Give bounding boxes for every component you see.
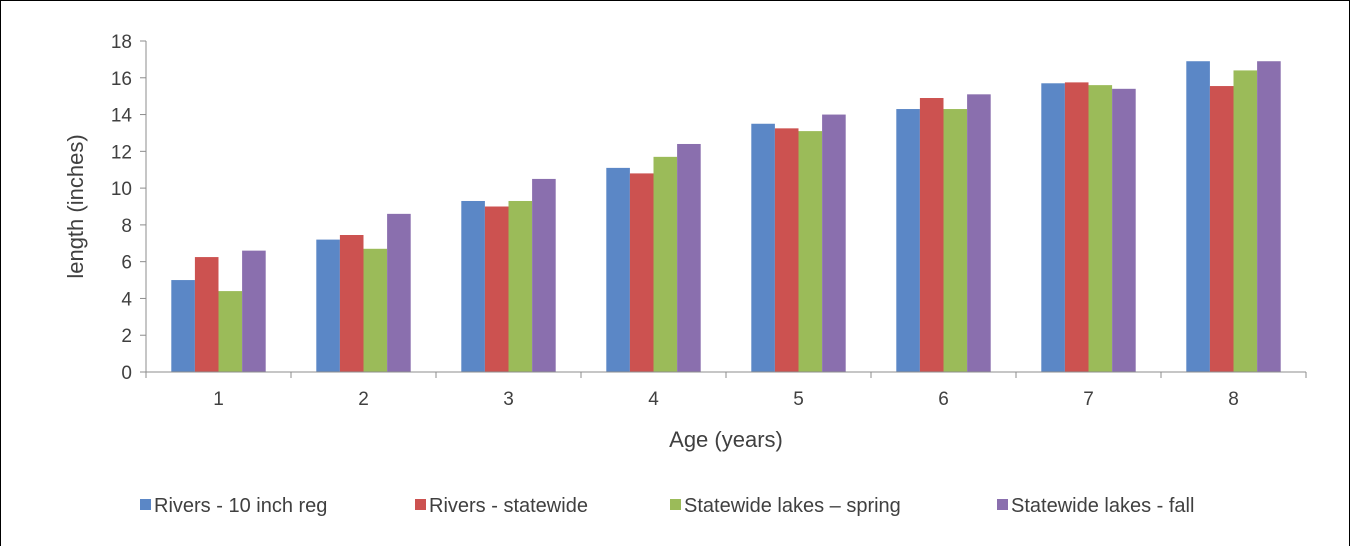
legend: Rivers - 10 inch reg Rivers - statewide St… <box>140 495 1194 517</box>
legend-label-statewide-lakes-fall: Statewide lakes - fall <box>1011 495 1194 517</box>
bar-statewide-lakes-fall-age-4 <box>677 143 701 372</box>
bar-statewide-lakes-spring-age-8 <box>1233 70 1258 373</box>
y-tick-label: 14 <box>111 106 133 127</box>
bar-rivers-10-inch-reg-age-5 <box>751 123 775 372</box>
bar-statewide-lakes-spring-age-3 <box>508 200 533 372</box>
x-tick-label: 8 <box>1228 389 1239 410</box>
bar-rivers-10-inch-reg-age-1 <box>171 280 195 372</box>
bar-statewide-lakes-fall-age-7 <box>1112 88 1136 372</box>
y-tick-label: 18 <box>111 32 132 53</box>
bar-rivers-statewide-age-1 <box>194 257 219 372</box>
bar-statewide-lakes-spring-age-7 <box>1088 85 1113 372</box>
bar-statewide-lakes-fall-age-5 <box>822 114 846 372</box>
bar-rivers-10-inch-reg-age-3 <box>461 200 485 372</box>
y-tick-label: 0 <box>121 363 132 384</box>
bar-statewide-lakes-fall-age-3 <box>532 178 556 372</box>
bar-statewide-lakes-spring-age-1 <box>218 291 243 372</box>
x-tick-label: 2 <box>358 389 369 410</box>
legend-label-statewide-lakes-spring: Statewide lakes – spring <box>684 495 901 517</box>
x-tick-label: 3 <box>503 389 514 410</box>
bar-rivers-statewide-age-8 <box>1209 86 1234 373</box>
y-tick-label: 6 <box>121 253 132 274</box>
bar-rivers-statewide-age-4 <box>629 173 654 372</box>
y-tick-label: 4 <box>121 289 132 310</box>
x-tick-label: 5 <box>793 389 804 410</box>
bar-statewide-lakes-fall-age-8 <box>1257 61 1281 372</box>
bar-statewide-lakes-fall-age-6 <box>967 94 991 372</box>
legend-label-rivers-10-inch-reg: Rivers - 10 inch reg <box>154 495 327 517</box>
bar-statewide-lakes-spring-age-4 <box>653 156 678 372</box>
y-tick-label: 8 <box>121 216 132 237</box>
legend-swatch-rivers-10-inch-reg <box>140 499 151 510</box>
legend-swatch-rivers-statewide <box>415 499 426 510</box>
y-tick-label: 12 <box>111 142 132 163</box>
bar-rivers-10-inch-reg-age-6 <box>896 109 920 372</box>
x-tick-label: 4 <box>648 389 659 410</box>
x-axis-title: Age (years) <box>669 427 783 452</box>
bar-statewide-lakes-spring-age-2 <box>363 248 388 372</box>
y-tick-label: 16 <box>111 69 132 90</box>
legend-swatch-statewide-lakes-spring <box>670 499 681 510</box>
bar-rivers-statewide-age-5 <box>774 128 799 372</box>
bars-layer <box>171 61 1281 373</box>
bar-rivers-statewide-age-2 <box>339 235 364 372</box>
y-tick-label: 2 <box>121 326 132 347</box>
bar-statewide-lakes-spring-age-5 <box>798 131 823 372</box>
bar-statewide-lakes-fall-age-2 <box>387 213 411 372</box>
x-tick-label: 1 <box>213 389 224 410</box>
bar-rivers-statewide-age-7 <box>1064 82 1089 373</box>
legend-swatch-statewide-lakes-fall <box>997 499 1008 510</box>
bar-rivers-statewide-age-6 <box>919 98 944 372</box>
bar-rivers-statewide-age-3 <box>484 206 509 372</box>
bar-rivers-10-inch-reg-age-8 <box>1186 61 1210 372</box>
bar-statewide-lakes-spring-age-6 <box>943 109 968 372</box>
legend-label-rivers-statewide: Rivers - statewide <box>429 495 588 517</box>
bar-rivers-10-inch-reg-age-4 <box>606 167 630 372</box>
y-axis-title: length (inches) <box>63 134 88 278</box>
bar-rivers-10-inch-reg-age-7 <box>1041 83 1065 372</box>
x-tick-label: 6 <box>938 389 949 410</box>
y-tick-label: 10 <box>111 179 132 200</box>
bar-statewide-lakes-fall-age-1 <box>242 250 266 372</box>
x-tick-label: 7 <box>1083 389 1094 410</box>
bar-rivers-10-inch-reg-age-2 <box>316 239 340 372</box>
